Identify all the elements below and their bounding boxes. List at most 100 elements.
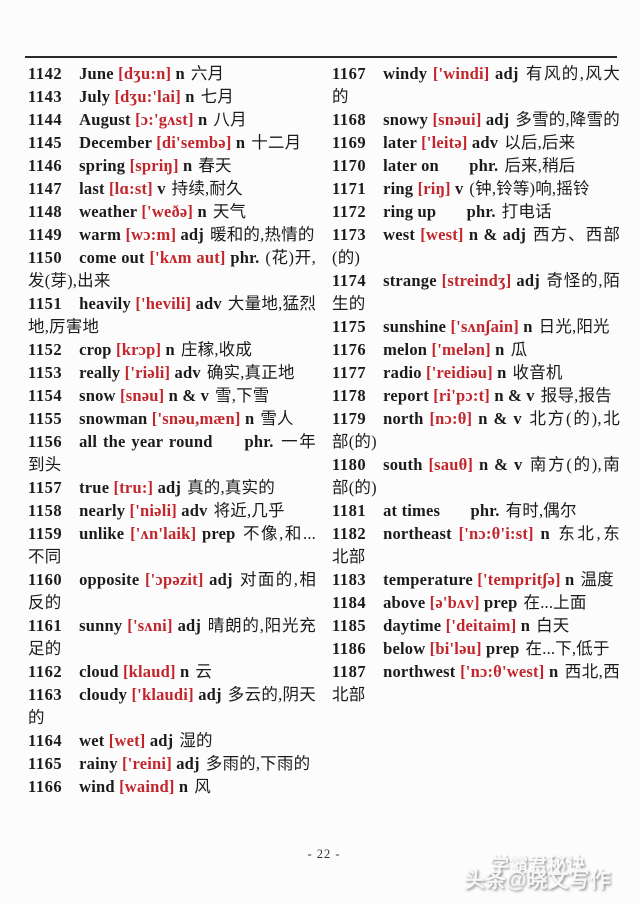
entry-definition: 十二月: [251, 133, 302, 152]
entry-part-of-speech: adj: [485, 110, 510, 129]
word-entry: 1183 temperature ['tempritʃə] n 温度: [332, 568, 620, 591]
entry-phonetic: [riŋ]: [417, 179, 451, 198]
entry-phonetic: [snəu]: [120, 386, 165, 405]
entry-word: December: [79, 133, 152, 152]
entry-part-of-speech: adv: [181, 501, 208, 520]
entry-phonetic: ['ʌn'laik]: [130, 524, 197, 543]
word-entry: 1160 opposite ['ɔpəzit] adj 对面的,相反的: [28, 568, 316, 614]
entry-part-of-speech: n: [235, 133, 246, 152]
entry-number: 1147: [28, 179, 63, 198]
word-entry: 1150 come out ['kʌm aut] phr. (花)开,发(芽),出来: [28, 246, 316, 292]
entry-phonetic: [ɔ:'gʌst]: [135, 110, 194, 129]
entry-phonetic: ['reini]: [122, 754, 172, 773]
word-entry: 1174 strange [streindʒ] adj 奇怪的,陌生的: [332, 269, 620, 315]
word-entry: 1146 spring [spriŋ] n 春天: [28, 154, 316, 177]
entry-word: come out: [79, 248, 145, 267]
entry-phonetic: [waind]: [119, 777, 175, 796]
entry-definition: 不像,和...不同: [28, 524, 317, 566]
entry-phonetic: [krɔp]: [116, 340, 162, 359]
entry-part-of-speech: adj: [177, 616, 202, 635]
entry-word: August: [79, 110, 131, 129]
entry-part-of-speech: n: [565, 570, 575, 589]
entry-word: west: [383, 225, 416, 244]
entry-phonetic: [wɔ:m]: [125, 225, 177, 244]
word-entry: 1147 last [lɑ:st] v 持续,耐久: [28, 177, 316, 200]
entry-definition: 在...下,低于: [525, 639, 610, 658]
word-entry: 1164 wet [wet] adj 湿的: [28, 729, 316, 752]
entry-phonetic: [spriŋ]: [129, 156, 179, 175]
entry-phonetic: [west]: [420, 225, 464, 244]
entry-phonetic: ['weðə]: [141, 202, 194, 221]
entry-word: heavily: [79, 294, 131, 313]
entry-definition: 东北,东北部: [332, 524, 620, 566]
entry-number: 1146: [28, 156, 63, 175]
entry-part-of-speech: n: [495, 340, 505, 359]
entry-definition: 六月: [190, 64, 225, 83]
entry-part-of-speech: adv: [195, 294, 222, 313]
entry-number: 1165: [28, 754, 63, 773]
word-entry: 1182 northeast ['nɔ:θ'i:st] n 东北,东北部: [332, 522, 620, 568]
word-entry: 1169 later ['leitə] adv 以后,后来: [332, 131, 620, 154]
entry-part-of-speech: adj: [209, 570, 233, 589]
entry-word: rainy: [79, 754, 118, 773]
entry-number: 1161: [28, 616, 63, 635]
entry-word: temperature: [383, 570, 473, 589]
entry-part-of-speech: adv: [174, 363, 201, 382]
entry-part-of-speech: n & v: [478, 455, 523, 474]
entry-word: snow: [79, 386, 116, 405]
entry-part-of-speech: n: [175, 64, 185, 83]
entry-phonetic: [sauθ]: [428, 455, 474, 474]
word-entry: 1151 heavily ['hevili] adv 大量地,猛烈地,厉害地: [28, 292, 316, 338]
entry-number: 1176: [332, 340, 367, 359]
entry-word: south: [383, 455, 423, 474]
entry-definition: 一年到头: [28, 432, 317, 474]
entry-definition: 打电话: [501, 202, 552, 221]
entry-phonetic: ['nɔ:θ'west]: [460, 662, 545, 681]
entry-definition: 温度: [580, 570, 614, 589]
entry-number: 1160: [28, 570, 63, 589]
entry-part-of-speech: n: [549, 662, 559, 681]
watermark-text-primary: 头条@晓文写作: [464, 869, 611, 892]
entry-part-of-speech: n: [178, 777, 189, 796]
entry-phonetic: ['deitaim]: [445, 616, 517, 635]
entry-number: 1142: [28, 64, 63, 83]
entry-number: 1180: [332, 455, 367, 474]
word-entry: 1149 warm [wɔ:m] adj 暖和的,热情的: [28, 223, 316, 246]
entry-definition: 真的,真实的: [187, 478, 275, 497]
entry-number: 1179: [332, 409, 367, 428]
entry-part-of-speech: n: [523, 317, 533, 336]
entry-number: 1178: [332, 386, 367, 405]
entry-word: north: [383, 409, 424, 428]
entry-number: 1182: [332, 524, 367, 543]
word-entry: 1152 crop [krɔp] n 庄稼,收成: [28, 338, 316, 361]
entry-number: 1175: [332, 317, 367, 336]
entry-phonetic: ['snəu,mæn]: [151, 409, 241, 428]
word-entry: 1142 June [dʒu:n] n 六月: [28, 62, 316, 85]
entry-word: sunny: [79, 616, 123, 635]
word-entry: 1153 really ['riəli] adv 确实,真正地: [28, 361, 316, 384]
entry-word: radio: [383, 363, 422, 382]
entry-word: snowy: [383, 110, 429, 129]
entry-word: northwest: [383, 662, 456, 681]
entry-definition: 暖和的,热情的: [210, 225, 315, 244]
entry-number: 1187: [332, 662, 367, 681]
entry-definition: 在...上面: [523, 593, 587, 612]
entry-phonetic: ['niəli]: [129, 501, 177, 520]
entry-part-of-speech: n: [197, 202, 207, 221]
entry-part-of-speech: n: [185, 87, 195, 106]
entry-number: 1143: [28, 87, 63, 106]
word-entry: 1157 true [tru:] adj 真的,真实的: [28, 476, 316, 499]
entry-part-of-speech: adj: [180, 225, 204, 244]
entry-word: spring: [79, 156, 126, 175]
word-entry: 1159 unlike ['ʌn'laik] prep 不像,和...不同: [28, 522, 316, 568]
entry-phonetic: ['tempritʃə]: [477, 570, 561, 589]
entry-phonetic: [ə'bʌv]: [429, 593, 480, 612]
entry-number: 1184: [332, 593, 367, 612]
word-entry: 1143 July [dʒu:'lai] n 七月: [28, 85, 316, 108]
entry-number: 1149: [28, 225, 63, 244]
entry-definition: 有风的,风大的: [332, 64, 621, 106]
entry-phonetic: ['sʌni]: [127, 616, 173, 635]
entry-number: 1174: [332, 271, 367, 290]
